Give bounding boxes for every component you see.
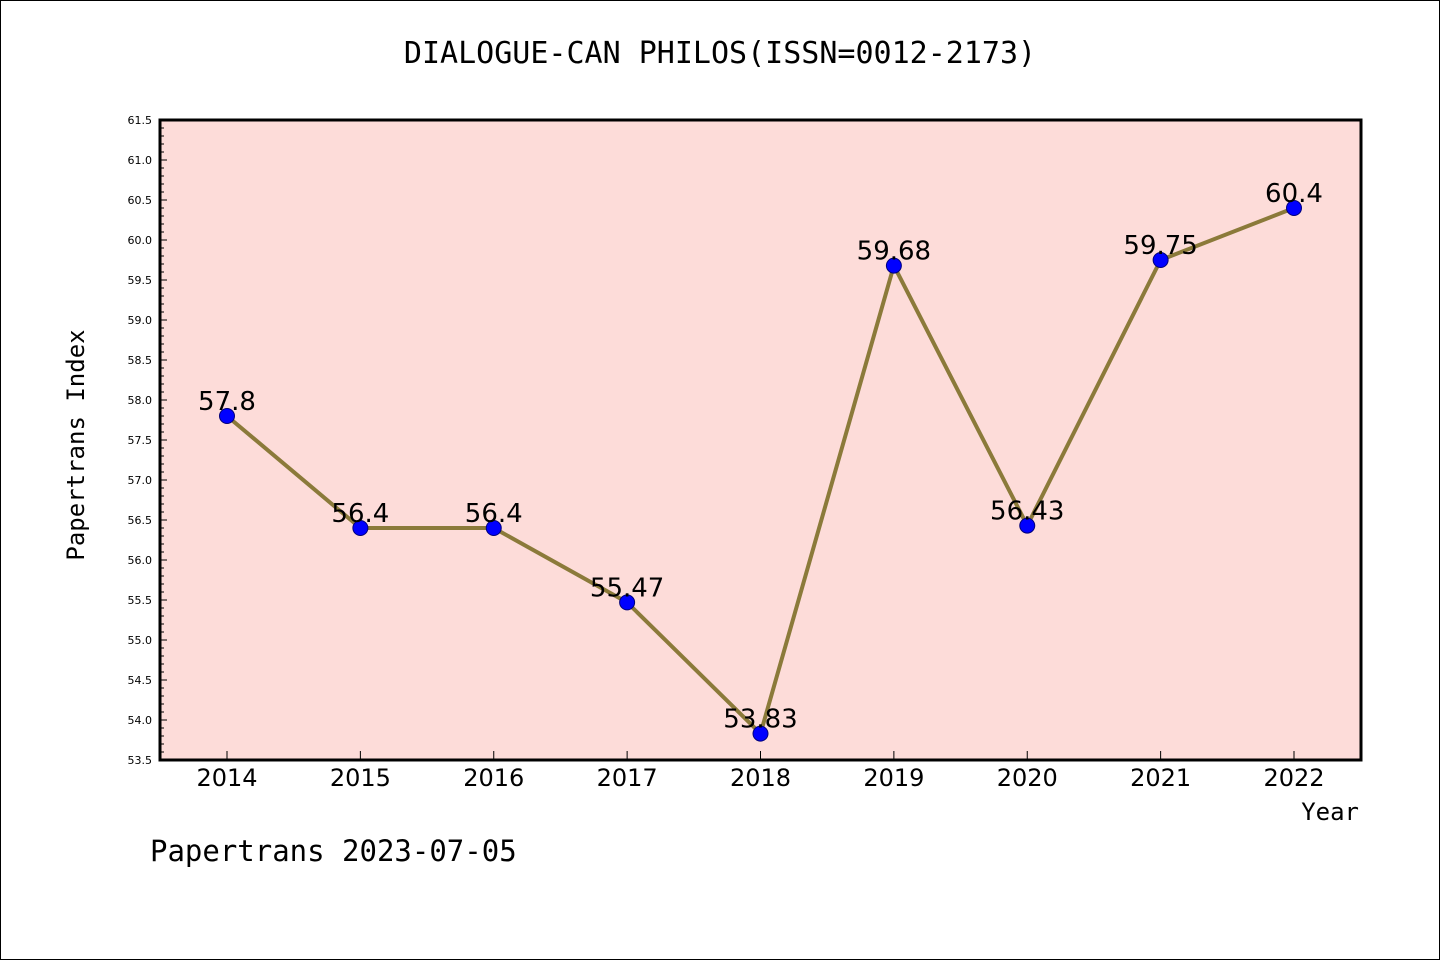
x-tick-label: 2021 — [1130, 764, 1191, 792]
y-tick-label: 61.5 — [128, 114, 153, 127]
y-tick-label: 56.5 — [128, 514, 153, 527]
y-tick-label: 57.0 — [128, 474, 153, 487]
y-tick-label: 58.5 — [128, 354, 153, 367]
y-tick-label: 53.5 — [128, 754, 153, 767]
y-tick-label: 56.0 — [128, 554, 153, 567]
data-point — [885, 257, 902, 274]
x-tick-label: 2022 — [1263, 764, 1324, 792]
x-axis: 2014 2015 2016 2017 2018 2019 2020 2021 2022 — [196, 751, 1325, 792]
data-label: 57.8 — [198, 387, 256, 417]
data-label: 53.83 — [723, 705, 797, 735]
data-label: 55.47 — [590, 573, 664, 603]
data-point — [1152, 252, 1169, 268]
y-tick-label: 60.0 — [128, 234, 153, 247]
y-tick-label: 59.5 — [128, 274, 153, 287]
data-point — [1286, 200, 1302, 216]
data-point — [219, 408, 235, 424]
x-tick-label: 2016 — [463, 764, 524, 792]
y-axis: 53.5 54.0 54.5 55.0 55.5 56.0 56.5 57.0 57.5 58.0… — [128, 114, 167, 767]
x-tick-label: 2020 — [997, 764, 1058, 792]
y-tick-label: 55.0 — [128, 634, 153, 647]
y-tick-label: 58.0 — [128, 394, 153, 407]
plot-area — [158, 118, 1363, 762]
y-tick-label: 54.5 — [128, 674, 153, 687]
data-point — [619, 594, 636, 611]
data-label: 59.75 — [1123, 231, 1197, 261]
data-label: 56.4 — [331, 499, 389, 529]
data-label: 56.4 — [465, 499, 523, 529]
y-tick-label: 59.0 — [128, 314, 153, 327]
data-point — [752, 725, 769, 742]
x-tick-label: 2015 — [330, 764, 391, 792]
x-tick-label: 2019 — [863, 764, 924, 792]
x-tick-label: 2018 — [730, 764, 791, 792]
y-tick-label: 57.5 — [128, 434, 153, 447]
data-point — [485, 520, 502, 536]
x-tick-label: 2014 — [196, 764, 257, 792]
data-point — [1019, 517, 1036, 534]
y-tick-label: 61.0 — [128, 154, 153, 167]
data-point — [352, 520, 369, 536]
footer-date: Papertrans 2023-07-05 — [150, 834, 517, 868]
y-tick-label: 55.5 — [128, 594, 153, 607]
data-label: 59.68 — [857, 237, 931, 267]
y-tick-label: 54.0 — [128, 714, 153, 727]
chart-title: DIALOGUE-CAN PHILOS(ISSN=0012-2173) — [403, 36, 1037, 71]
y-tick-label: 60.5 — [128, 194, 153, 207]
series-group: 57.8 56.4 56.4 55.47 53.83 59.68 56.43 59.75 60.… — [198, 179, 1323, 742]
x-tick-label: 2017 — [597, 764, 658, 792]
data-label: 60.4 — [1265, 179, 1323, 209]
data-label: 56.43 — [990, 497, 1064, 527]
y-axis-title: Papertrans Index — [62, 329, 90, 560]
x-axis-title: Year — [1301, 798, 1359, 826]
